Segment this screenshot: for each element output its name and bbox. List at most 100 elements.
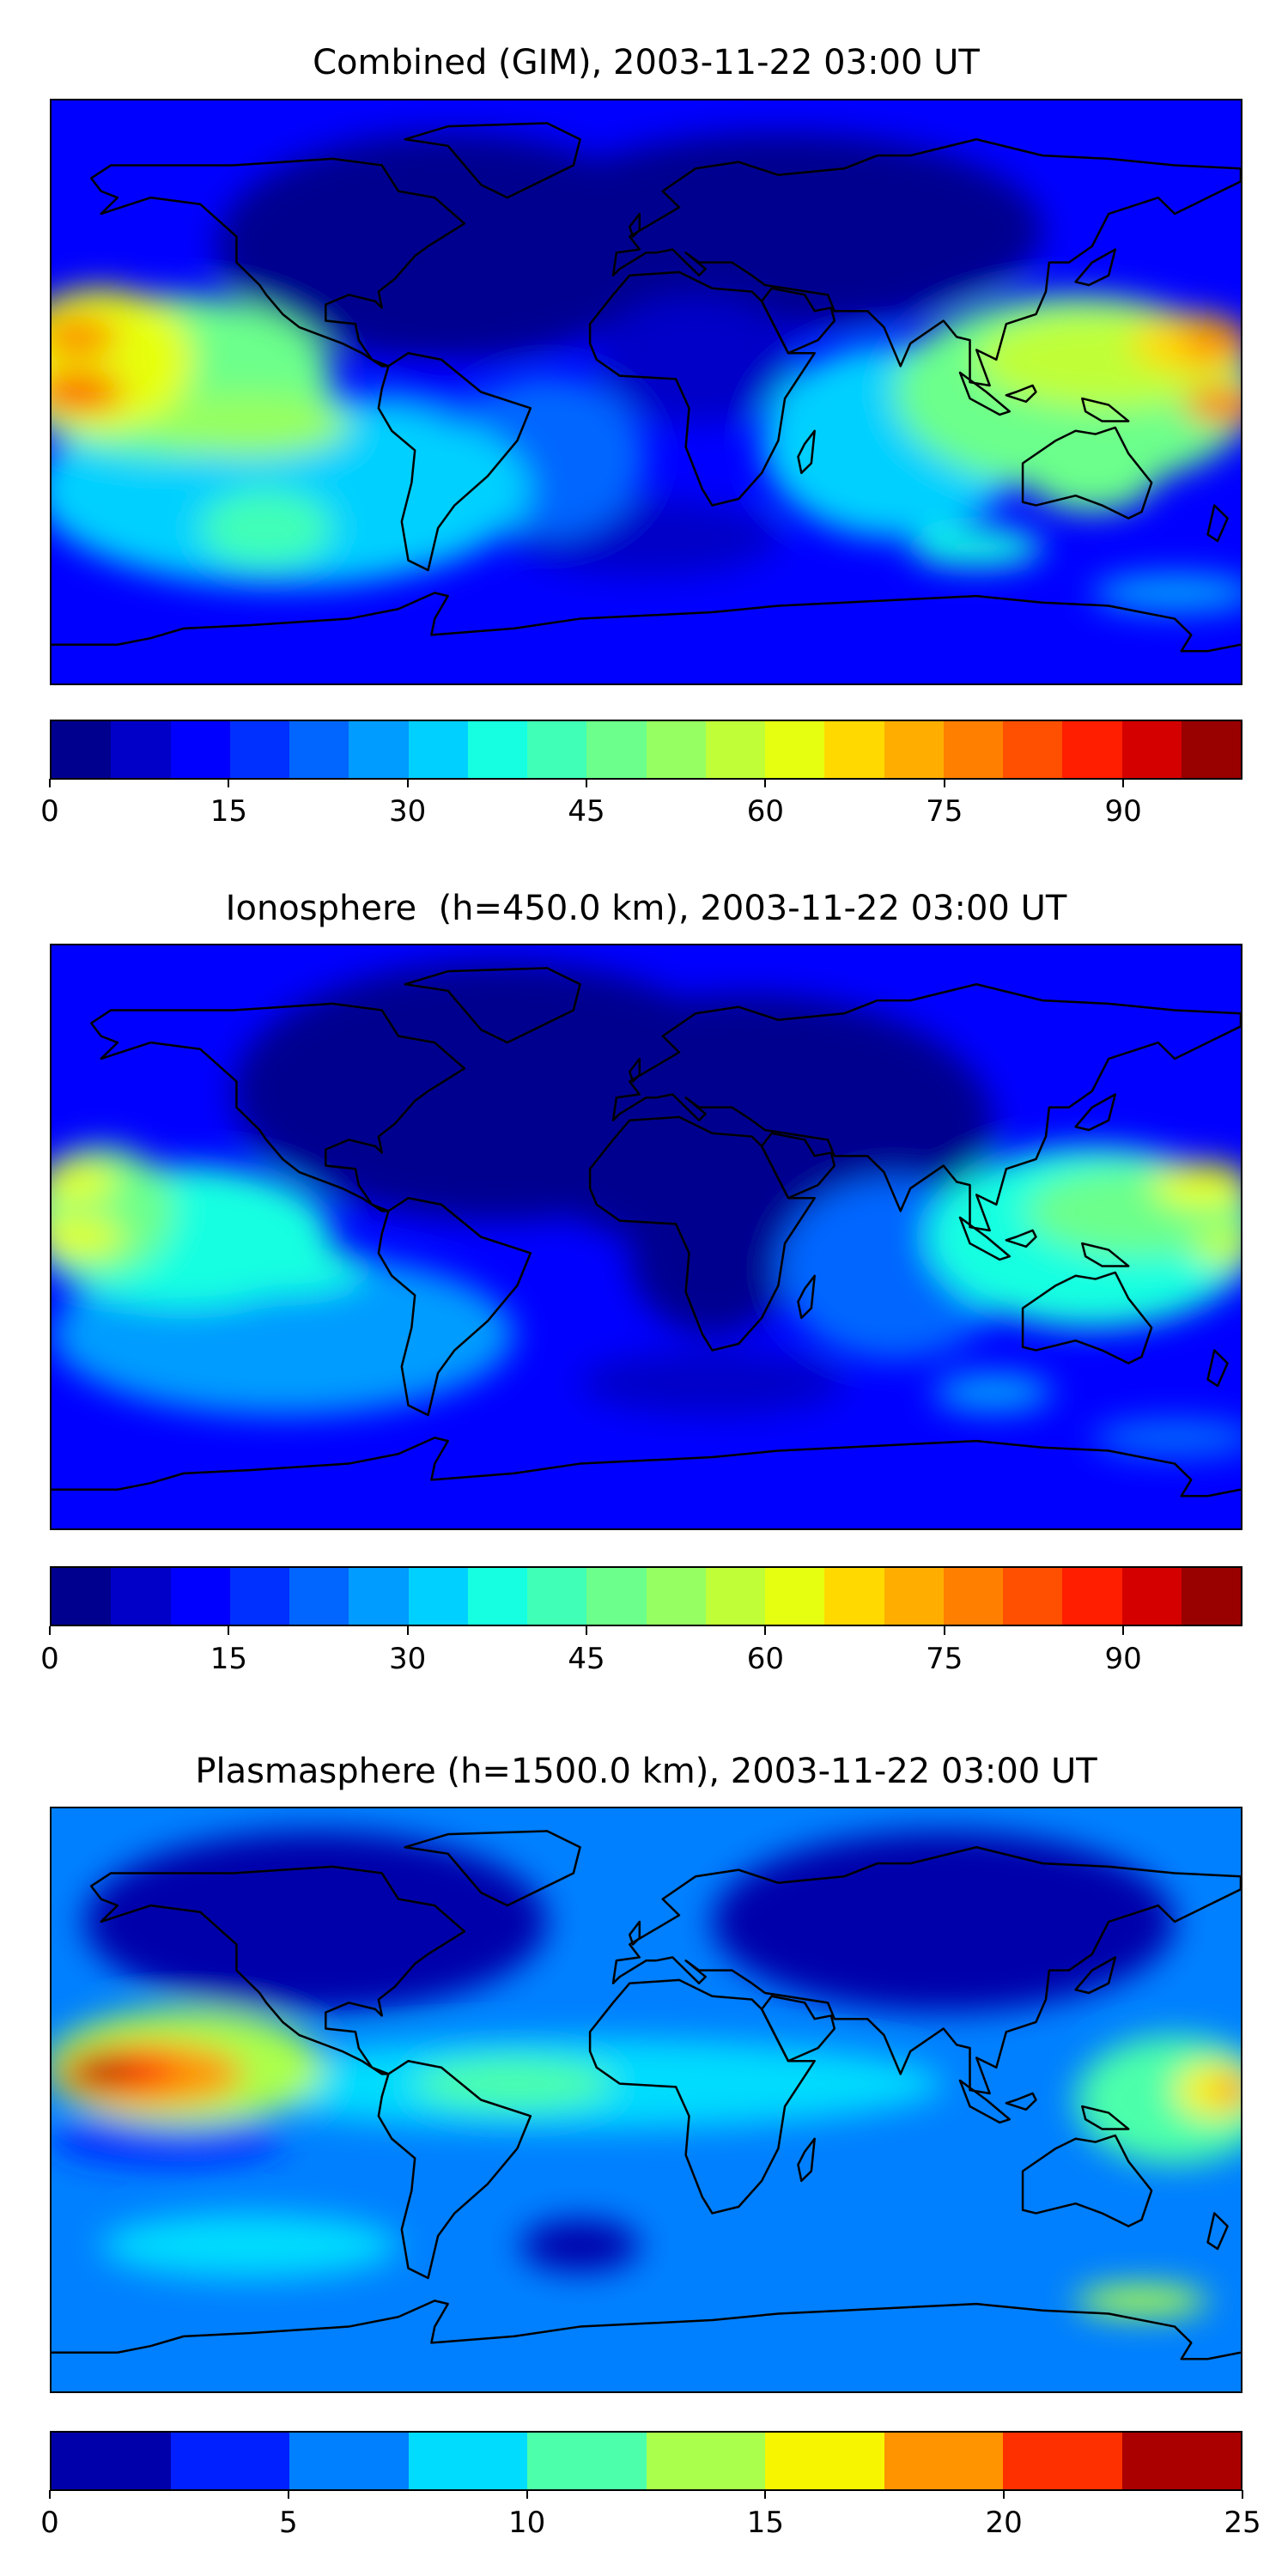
colorbar-tick-label: 45 <box>568 1642 605 1676</box>
colorbar-level <box>943 1568 1003 1625</box>
colorbar-level <box>765 1568 825 1625</box>
colorbar-level <box>229 721 289 778</box>
map-plasmasphere <box>50 1807 1242 2393</box>
tec-contour-region <box>1175 2061 1241 2120</box>
tec-contour-region <box>520 2220 640 2272</box>
colorbar-level <box>1121 2433 1241 2489</box>
colorbar-level <box>765 721 825 778</box>
colorbar-level <box>349 1568 409 1625</box>
tec-contour-region <box>712 1831 1176 2013</box>
colorbar-level <box>943 721 1003 778</box>
tec-contour-region <box>513 132 1043 328</box>
colorbar-level <box>467 1568 527 1625</box>
tec-contour-region <box>1091 1418 1241 1458</box>
colorbar-tick-mark <box>764 779 767 787</box>
colorbar-ticks-ionosphere: 0 15 30 45 60 75 90 <box>40 1626 1242 1678</box>
colorbar-level <box>765 2433 884 2489</box>
tec-contour-region <box>52 372 125 412</box>
colorbar-tick-label: 15 <box>210 1642 247 1676</box>
colorbar-tick-label: 60 <box>746 794 785 829</box>
tec-field <box>52 132 1241 613</box>
colorbar-tick-label: 30 <box>389 794 427 829</box>
tec-contour-region <box>381 372 482 412</box>
colorbar-level <box>646 2433 765 2489</box>
map-combined-gim <box>50 99 1242 685</box>
colorbar-level <box>289 721 349 778</box>
colorbar-tick-mark <box>1003 2490 1005 2499</box>
tec-contour-region <box>1075 2284 1208 2318</box>
colorbar-level <box>52 2433 171 2489</box>
colorbar-level <box>52 1568 112 1625</box>
colorbar-level <box>586 1568 647 1625</box>
colorbar-tick-mark <box>586 779 588 787</box>
colorbar-level <box>884 721 944 778</box>
colorbar-level <box>289 1568 349 1625</box>
colorbar-tick-mark <box>406 779 409 787</box>
colorbar-level <box>646 1568 706 1625</box>
colorbar-level <box>408 1568 468 1625</box>
colorbar-level <box>884 2433 1003 2489</box>
colorbar-ticks-combined: 0 15 30 45 60 75 90 <box>40 779 1242 830</box>
colorbar-tick-label: 20 <box>985 2506 1023 2540</box>
tec-contour-region <box>629 1172 795 1334</box>
tec-contour-region <box>580 1350 845 1415</box>
colorbar-tick-mark <box>764 1626 767 1635</box>
colorbar-level <box>1003 721 1063 778</box>
colorbar-level <box>1181 1568 1241 1625</box>
map-title-plasmasphere: Plasmasphere (h=1500.0 km), 2003-11-22 0… <box>195 1752 1097 1791</box>
colorbar-level <box>1121 721 1182 778</box>
colorbar-level <box>824 1568 884 1625</box>
tec-contour-region <box>1151 1162 1241 1208</box>
colorbar-tick-label: 45 <box>568 794 605 829</box>
tec-contour-region <box>910 527 1043 568</box>
tec-contour-region <box>68 2057 135 2084</box>
colorbar-tick-mark <box>228 1626 230 1635</box>
tec-contour-region <box>52 1162 118 1201</box>
colorbar-level <box>1062 721 1122 778</box>
colorbar-tick-mark <box>49 1626 51 1635</box>
colorbar-tick-mark <box>49 2490 51 2499</box>
colorbar-tick-mark <box>1242 2490 1243 2499</box>
colorbar-level <box>527 2433 647 2489</box>
colorbar-tick-mark <box>49 779 51 787</box>
colorbar-tick-mark <box>228 779 230 787</box>
colorbar-tick-mark <box>943 1626 945 1635</box>
colorbar-level <box>527 721 587 778</box>
colorbar-tick-mark <box>764 2490 767 2499</box>
tec-contour-region <box>52 317 118 356</box>
tec-map-svg <box>52 945 1241 1528</box>
colorbar-level <box>527 1568 587 1625</box>
tec-contour-region <box>596 295 795 425</box>
colorbar-level <box>52 721 112 778</box>
colorbar-tick-mark <box>287 2490 289 2499</box>
colorbar-level <box>705 1568 765 1625</box>
colorbar-ionosphere <box>50 1566 1242 1626</box>
tec-map-svg <box>52 1808 1241 2391</box>
colorbar-tick-mark <box>943 779 945 787</box>
map-ionosphere <box>50 944 1242 1530</box>
colorbar-level <box>349 721 409 778</box>
colorbar-tick-label: 75 <box>926 1642 963 1676</box>
tec-contour-region <box>52 2112 283 2165</box>
tec-field <box>52 961 1241 1458</box>
tec-field <box>52 1831 1241 2318</box>
colorbar-tick-label: 0 <box>40 2506 59 2540</box>
colorbar-level <box>170 721 230 778</box>
colorbar-level <box>229 1568 289 1625</box>
tec-contour-region <box>100 2213 398 2278</box>
colorbar-tick-label: 5 <box>278 2506 298 2540</box>
colorbar-tick-label: 30 <box>389 1642 427 1676</box>
tec-contour-region <box>52 1217 125 1257</box>
tec-contour-region <box>415 2057 614 2110</box>
tec-contour-region <box>1025 434 1158 513</box>
colorbar-level <box>467 721 527 778</box>
colorbar-tick-mark <box>406 1626 409 1635</box>
colorbar-level <box>824 721 884 778</box>
colorbar-tick-label: 0 <box>40 1642 59 1676</box>
colorbar-tick-label: 15 <box>746 2506 785 2540</box>
colorbar-level <box>1181 721 1241 778</box>
colorbar-level <box>1003 2433 1122 2489</box>
colorbar-level <box>884 1568 944 1625</box>
tec-map-svg <box>52 100 1241 683</box>
colorbar-tick-label: 75 <box>926 794 963 829</box>
